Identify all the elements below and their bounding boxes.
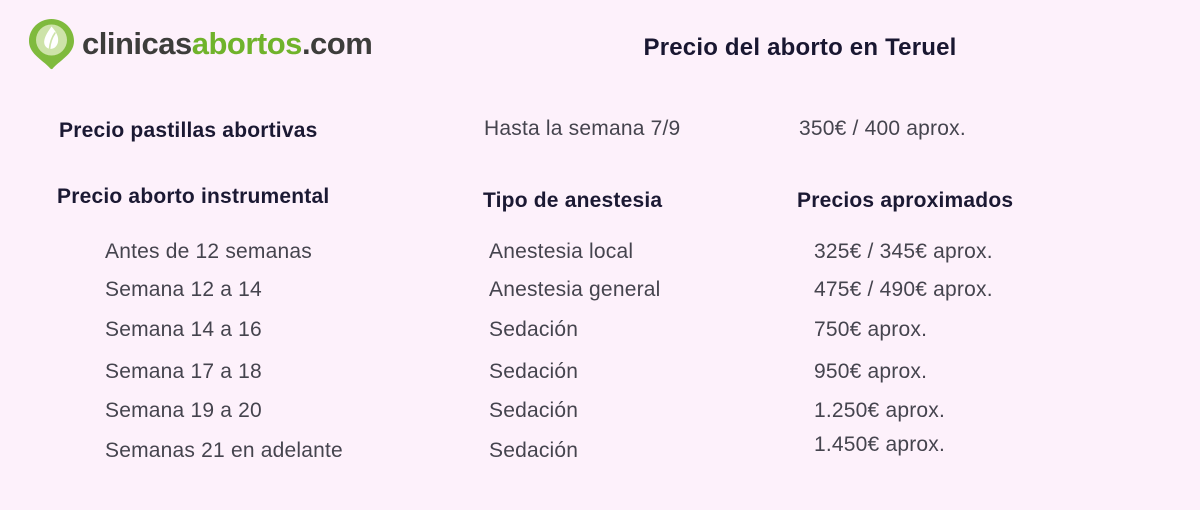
logo: clinicasabortos.com [28, 18, 373, 70]
week-label: Semanas 21 en adelante [105, 439, 343, 462]
pills-week-range: Hasta la semana 7/9 [484, 117, 681, 140]
anesthesia-type: Anestesia local [489, 240, 634, 263]
week-label: Semana 19 a 20 [105, 399, 262, 422]
anesthesia-column-header: Tipo de anestesia [483, 189, 663, 212]
instrumental-section-label: Precio aborto instrumental [57, 185, 330, 208]
logo-highlight: abortos [191, 26, 303, 61]
week-label: Semana 17 a 18 [105, 360, 262, 383]
map-pin-leaf-icon [28, 18, 75, 70]
page-title: Precio del aborto en Teruel [643, 34, 957, 61]
price-value: 325€ / 345€ aprox. [814, 240, 993, 263]
logo-wordmark: clinicasabortos.com [82, 26, 373, 62]
price-value: 950€ aprox. [814, 360, 928, 383]
week-label: Semana 14 a 16 [105, 318, 262, 341]
price-value: 1.450€ aprox. [814, 433, 946, 456]
anesthesia-type: Sedación [489, 439, 579, 462]
anesthesia-type: Sedación [489, 399, 579, 422]
price-value: 750€ aprox. [814, 318, 928, 341]
week-label: Semana 12 a 14 [105, 278, 262, 301]
anesthesia-type: Sedación [489, 360, 579, 383]
pills-section-label: Precio pastillas abortivas [59, 119, 318, 142]
week-label: Antes de 12 semanas [105, 240, 312, 263]
pills-price: 350€ / 400 aprox. [799, 117, 966, 140]
logo-suffix: .com [301, 26, 373, 61]
anesthesia-type: Sedación [489, 318, 579, 341]
price-value: 1.250€ aprox. [814, 399, 946, 422]
anesthesia-type: Anestesia general [489, 278, 661, 301]
price-value: 475€ / 490€ aprox. [814, 278, 993, 301]
logo-prefix: clinicas [82, 26, 192, 61]
prices-column-header: Precios aproximados [797, 189, 1014, 212]
